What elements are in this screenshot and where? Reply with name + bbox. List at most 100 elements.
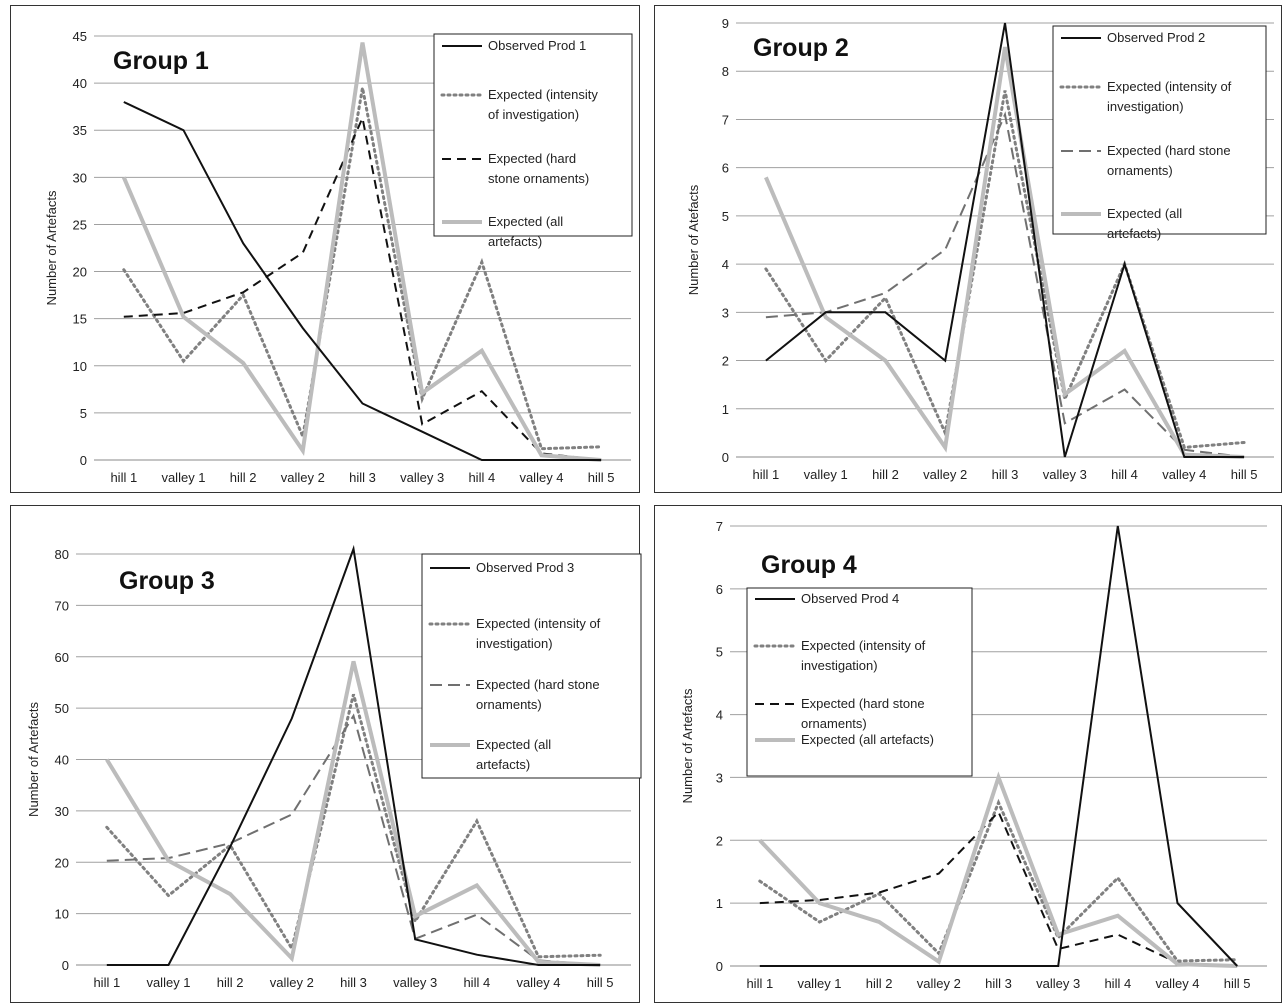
y-tick-label: 2: [716, 833, 723, 848]
x-tick-label-hill-3: hill 3: [992, 467, 1019, 482]
legend-label-line: investigation): [1107, 99, 1184, 114]
legend-label-line: Expected (hard stone: [476, 677, 600, 692]
y-tick-label: 10: [55, 907, 69, 922]
legend-label-line: Observed Prod 3: [476, 560, 574, 575]
chart-title: Group 4: [761, 551, 857, 579]
x-tick-label-hill-4: hill 4: [463, 975, 490, 990]
x-tick-label-valley-3: valley 3: [1043, 467, 1087, 482]
y-tick-label: 4: [716, 708, 723, 723]
y-tick-label: 4: [722, 257, 729, 272]
legend-box: [434, 34, 632, 236]
x-tick-label-hill-5: hill 5: [587, 975, 614, 990]
legend-label-line: Expected (all: [476, 737, 551, 752]
x-tick-label-hill-2: hill 2: [217, 975, 244, 990]
y-tick-label: 9: [722, 16, 729, 31]
x-tick-label-hill-2: hill 2: [230, 470, 257, 485]
y-tick-label: 60: [55, 650, 69, 665]
chart-title: Group 2: [753, 34, 849, 62]
x-tick-label-valley-1: valley 1: [146, 975, 190, 990]
series-line-expected-all-artefacts: [760, 777, 1237, 966]
y-axis-label: Number of Atefacts: [686, 184, 701, 295]
x-tick-label-hill-5: hill 5: [588, 470, 615, 485]
legend-label-line: investigation): [476, 636, 553, 651]
legend-label-line: Expected (intensity of: [476, 616, 601, 631]
x-tick-label-valley-3: valley 3: [393, 975, 437, 990]
x-tick-label-hill-3: hill 3: [349, 470, 376, 485]
legend-label-line: ornaments): [801, 716, 867, 731]
x-tick-label-valley-2: valley 2: [270, 975, 314, 990]
legend-label-observed-prod-3: Observed Prod 3: [476, 560, 574, 575]
y-tick-label: 80: [55, 547, 69, 562]
x-tick-label-hill-3: hill 3: [985, 976, 1012, 991]
y-tick-label: 50: [55, 701, 69, 716]
legend-label-line: Observed Prod 2: [1107, 30, 1205, 45]
legend-label-line: Expected (all: [1107, 206, 1182, 221]
chart-title: Group 3: [119, 567, 215, 595]
legend-label-line: of investigation): [488, 107, 579, 122]
y-tick-label: 6: [722, 161, 729, 176]
x-tick-label-hill-1: hill 1: [93, 975, 120, 990]
legend-label-line: Expected (hard: [488, 151, 576, 166]
legend-label-line: Expected (intensity of: [1107, 79, 1232, 94]
x-tick-label-valley-4: valley 4: [516, 975, 560, 990]
y-tick-label: 0: [722, 450, 729, 465]
y-tick-label: 0: [62, 958, 69, 973]
x-tick-label-hill-5: hill 5: [1224, 976, 1251, 991]
y-tick-label: 7: [716, 519, 723, 534]
x-tick-label-hill-4: hill 4: [468, 470, 495, 485]
x-tick-label-hill-3: hill 3: [340, 975, 367, 990]
x-tick-label-valley-1: valley 1: [797, 976, 841, 991]
x-tick-label-hill-1: hill 1: [746, 976, 773, 991]
y-tick-label: 30: [73, 170, 87, 185]
y-tick-label: 70: [55, 598, 69, 613]
y-tick-label: 25: [73, 217, 87, 232]
y-tick-label: 2: [722, 354, 729, 369]
x-tick-label-hill-4: hill 4: [1111, 467, 1138, 482]
legend-label-observed-prod-4: Observed Prod 4: [801, 591, 899, 606]
y-tick-label: 0: [80, 453, 87, 468]
y-tick-label: 0: [716, 959, 723, 974]
x-tick-label-hill-1: hill 1: [110, 470, 137, 485]
x-tick-label-valley-4: valley 4: [1155, 976, 1199, 991]
y-tick-label: 5: [716, 645, 723, 660]
y-tick-label: 35: [73, 123, 87, 138]
legend-label-observed-prod-1: Observed Prod 1: [488, 38, 586, 53]
x-tick-label-valley-1: valley 1: [804, 467, 848, 482]
x-tick-label-valley-4: valley 4: [519, 470, 563, 485]
legend-label-line: Expected (all artefacts): [801, 732, 934, 747]
x-tick-label-hill-5: hill 5: [1231, 467, 1258, 482]
y-tick-label: 8: [722, 64, 729, 79]
x-tick-label-hill-2: hill 2: [872, 467, 899, 482]
x-tick-label-valley-4: valley 4: [1162, 467, 1206, 482]
legend-label-line: artefacts): [488, 234, 542, 249]
legend-box: [747, 588, 972, 776]
y-tick-label: 20: [73, 265, 87, 280]
y-tick-label: 20: [55, 855, 69, 870]
y-tick-label: 5: [80, 406, 87, 421]
y-tick-label: 1: [716, 896, 723, 911]
x-tick-label-valley-1: valley 1: [161, 470, 205, 485]
legend-label-line: ornaments): [1107, 163, 1173, 178]
legend-label-line: Expected (hard stone: [1107, 143, 1231, 158]
legend-label-line: Expected (hard stone: [801, 696, 925, 711]
y-axis-label: Number of Artefacts: [26, 702, 41, 817]
legend-label-line: artefacts): [476, 757, 530, 772]
y-tick-label: 40: [55, 753, 69, 768]
legend-label-line: Expected (intensity of: [801, 638, 926, 653]
y-tick-label: 40: [73, 76, 87, 91]
y-tick-label: 5: [722, 209, 729, 224]
y-tick-label: 1: [722, 402, 729, 417]
legend-label-line: Observed Prod 4: [801, 591, 899, 606]
y-tick-label: 6: [716, 582, 723, 597]
y-axis-label: Number of Artefacts: [680, 688, 695, 803]
y-axis-label: Number of Artefacts: [44, 190, 59, 305]
chart-title: Group 1: [113, 47, 209, 75]
legend-box: [1053, 26, 1266, 234]
